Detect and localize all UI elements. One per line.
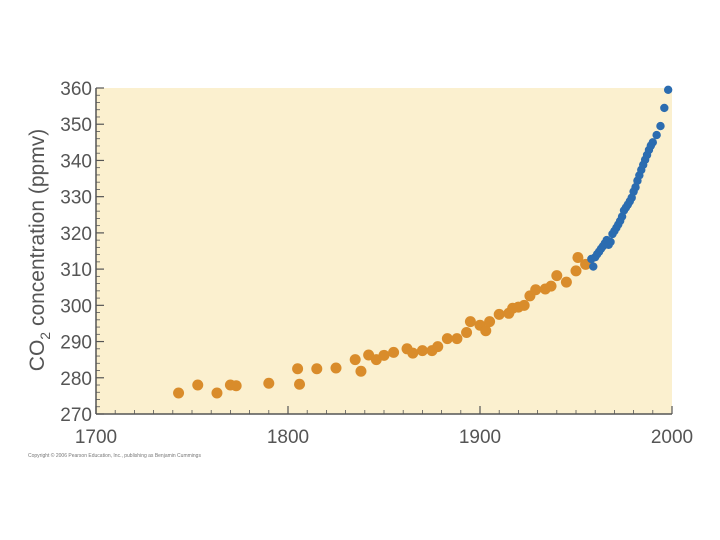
ice-core-data-point	[294, 378, 306, 390]
ice-core-data-point	[530, 284, 542, 296]
direct-measurement-data-point	[631, 183, 640, 192]
ice-core-data-point	[480, 325, 492, 337]
ice-core-data-point	[484, 316, 496, 328]
y-axis-label: CO2 concentration (ppmv)	[26, 129, 53, 371]
y-tick-label: 360	[60, 79, 92, 100]
axes	[95, 87, 673, 415]
data-points	[173, 85, 673, 399]
ice-core-data-point	[572, 252, 584, 264]
ice-core-data-point	[570, 265, 582, 277]
x-tick-label: 1900	[459, 427, 501, 448]
ice-core-data-point	[416, 345, 428, 357]
y-tick-label: 350	[60, 115, 92, 136]
ice-core-data-point	[378, 349, 390, 361]
y-axis-label-co: CO	[26, 340, 49, 372]
ice-core-data-point	[441, 333, 453, 345]
ice-core-data-point	[407, 347, 419, 359]
y-tick-label: 270	[60, 405, 92, 426]
ice-core-data-point	[388, 346, 400, 358]
ice-core-data-point	[432, 341, 444, 353]
y-tick-label: 290	[60, 333, 92, 354]
direct-measurement-data-point	[606, 237, 615, 247]
y-tick-label: 310	[60, 260, 92, 281]
ice-core-data-point	[173, 387, 185, 399]
direct-measurement-data-point	[652, 130, 661, 140]
x-tick-label: 1800	[267, 427, 309, 448]
ice-core-data-point	[349, 354, 361, 366]
x-tick-label: 1700	[75, 427, 117, 448]
y-tick-label: 280	[60, 369, 92, 390]
ice-core-data-point	[493, 308, 505, 320]
ice-core-data-point	[355, 365, 367, 377]
ice-core-data-point	[211, 387, 223, 399]
ice-core-data-point	[330, 362, 342, 374]
tick-labels: 270 280 290 300 310 320 330 340 350 360 1700 1800 19…	[60, 79, 693, 448]
ice-core-data-point	[464, 316, 476, 328]
x-tick-label: 2000	[651, 427, 693, 448]
y-axis-label-rest: concentration (ppmv)	[26, 129, 49, 332]
direct-measurement-data-point	[660, 103, 669, 113]
ice-core-data-point	[263, 377, 275, 389]
ice-core-data-point	[311, 363, 323, 375]
direct-measurement-data-point	[663, 85, 673, 95]
ice-core-data-point	[451, 333, 463, 345]
plot-area	[96, 88, 672, 414]
ice-core-data-point	[518, 299, 530, 311]
ice-core-data-point	[292, 363, 304, 375]
ice-core-data-point	[560, 276, 572, 288]
ice-core-data-point	[545, 280, 557, 292]
y-tick-label: 300	[60, 296, 92, 317]
copyright-notice: Copyright © 2006 Pearson Education, Inc.…	[28, 452, 201, 459]
ice-core-data-point	[551, 270, 563, 282]
y-tick-label: 330	[60, 188, 92, 209]
y-tick-label: 340	[60, 151, 92, 172]
y-axis-label-subscript: 2	[37, 332, 53, 340]
direct-measurement-data-point	[648, 138, 657, 147]
ice-core-data-point	[461, 327, 473, 338]
direct-measurement-data-point	[589, 262, 598, 271]
ice-core-data-point	[192, 379, 204, 391]
ice-core-data-point	[230, 380, 242, 392]
direct-measurement-data-point	[656, 121, 665, 131]
y-tick-label: 320	[60, 224, 92, 245]
